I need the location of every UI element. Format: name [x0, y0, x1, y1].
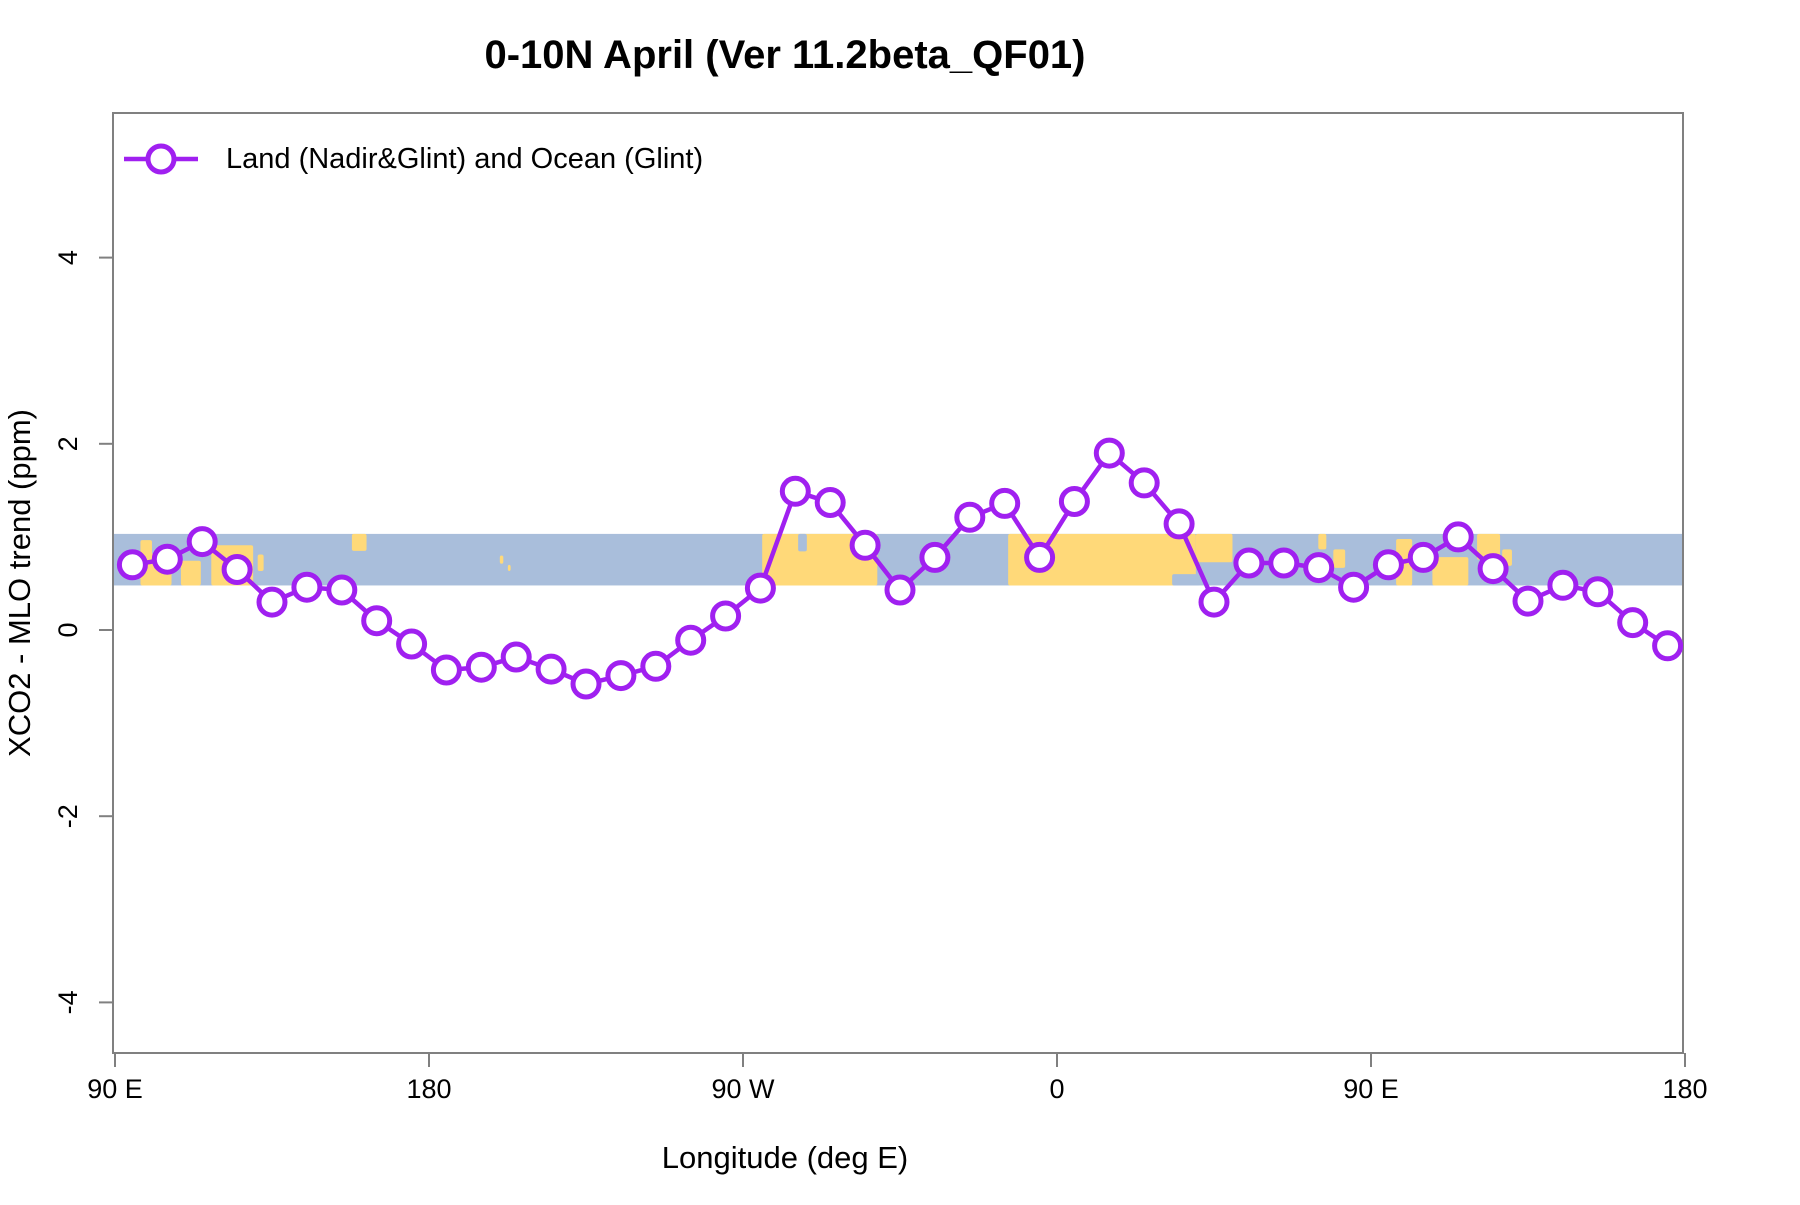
data-point [744, 572, 776, 604]
data-point [1372, 549, 1404, 581]
y-axis-title: XCO2 - MLO trend (ppm) [2, 409, 37, 757]
data-point [849, 529, 881, 561]
data-point [640, 650, 672, 682]
data-point [1582, 576, 1614, 608]
data-point [430, 654, 462, 686]
data-point [256, 586, 288, 618]
data-point [779, 475, 811, 507]
data-point [291, 571, 323, 603]
data-point [989, 487, 1021, 519]
data-point [954, 501, 986, 533]
y-tick-label: -4 [53, 990, 83, 1014]
land-patch [1318, 533, 1327, 550]
x-tick-label: 180 [406, 1074, 451, 1104]
data-point [1547, 569, 1579, 601]
data-point [1303, 552, 1335, 584]
data-point [675, 624, 707, 656]
legend-marker-open-circle [145, 143, 177, 175]
data-point [1477, 553, 1509, 585]
data-point [1407, 541, 1439, 573]
y-tick-label: -2 [53, 804, 83, 828]
data-point [1512, 585, 1544, 617]
data-point [884, 574, 916, 606]
data-point [1617, 607, 1649, 639]
data-point [361, 605, 393, 637]
data-point [1652, 630, 1684, 662]
data-point [535, 653, 567, 685]
x-tick-label: 90 E [87, 1074, 143, 1104]
data-point [116, 549, 148, 581]
data-point [500, 641, 532, 673]
data-point [151, 543, 183, 575]
data-point [1163, 508, 1195, 540]
chart-title: 0-10N April (Ver 11.2beta_QF01) [484, 33, 1085, 77]
data-point [570, 668, 602, 700]
land-patch [257, 554, 264, 572]
water-notch [1172, 574, 1201, 586]
x-tick-label: 0 [1049, 1074, 1064, 1104]
land-patch [499, 555, 504, 564]
data-point [1338, 571, 1370, 603]
data-point [1233, 547, 1265, 579]
data-point [1268, 547, 1300, 579]
y-tick-label: 4 [53, 250, 83, 265]
data-point [1058, 486, 1090, 517]
data-point [221, 554, 253, 585]
x-tick-label: 180 [1662, 1074, 1707, 1104]
data-series [116, 437, 1684, 700]
data-point [1198, 586, 1230, 618]
x-tick-label: 90 E [1343, 1074, 1399, 1104]
y-tick-label: 0 [53, 622, 83, 637]
y-tick-label: 2 [53, 436, 83, 451]
data-point [326, 574, 358, 606]
x-axis-title: Longitude (deg E) [662, 1140, 908, 1175]
land-patch [1333, 549, 1346, 568]
land-patch [1008, 533, 1196, 586]
data-point [605, 660, 637, 692]
x-tick-label: 90 W [711, 1074, 775, 1104]
land-patch [1195, 533, 1233, 563]
data-point [1024, 541, 1056, 573]
data-point [919, 541, 951, 573]
axis-ticks: 90 E 180 90 W 0 90 E 180 -4 -2 0 2 4 [53, 250, 1708, 1104]
data-point [465, 651, 497, 683]
land-patch [507, 564, 511, 572]
data-point [1093, 437, 1125, 469]
data-point [710, 600, 742, 632]
data-point [186, 526, 218, 558]
data-point [1128, 467, 1160, 499]
legend: Land (Nadir&Glint) and Ocean (Glint) [124, 143, 703, 175]
plot-box [112, 112, 1684, 1054]
land-patch [351, 533, 367, 551]
data-point [814, 487, 846, 518]
data-point [396, 628, 428, 660]
legend-label: Land (Nadir&Glint) and Ocean (Glint) [226, 143, 703, 175]
land-patch [1432, 557, 1469, 586]
land-patch [762, 533, 878, 586]
data-point [1442, 521, 1474, 553]
land-patch [180, 560, 201, 586]
water-notch [798, 533, 807, 552]
